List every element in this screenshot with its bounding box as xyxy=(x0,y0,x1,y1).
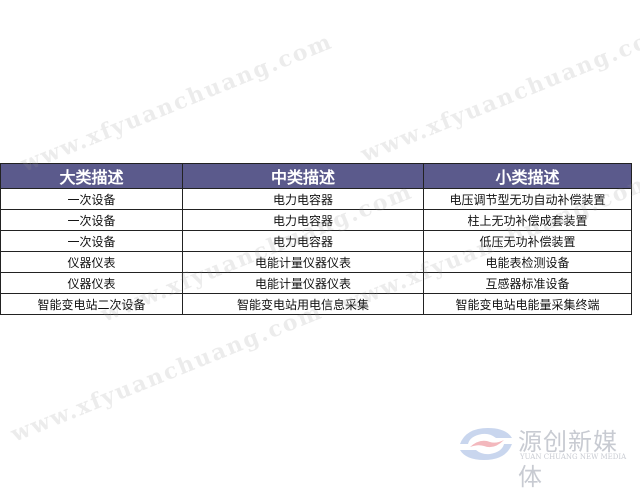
watermark: www.xfyuanchuang.com xyxy=(357,18,640,168)
header-middle-category: 中类描述 xyxy=(182,163,424,189)
header-minor-category: 小类描述 xyxy=(423,163,632,189)
watermark: www.xfyuanchuang.com xyxy=(7,298,327,448)
table-row: 一次设备 电力电容器 电压调节型无功自动补偿装置 xyxy=(0,188,632,210)
cell: 低压无功补偿装置 xyxy=(423,230,632,252)
cell: 一次设备 xyxy=(0,230,183,252)
cell: 柱上无功补偿成套装置 xyxy=(423,209,632,231)
cell: 电力电容器 xyxy=(182,209,424,231)
cell: 电能表检测设备 xyxy=(423,251,632,273)
cell: 电能计量仪器仪表 xyxy=(182,272,424,294)
watermark: www.xfyuanchuang.com xyxy=(17,28,337,178)
table-row: 仪器仪表 电能计量仪器仪表 电能表检测设备 xyxy=(0,251,632,273)
logo-english-text: YUAN CHUANG NEW MEDIA xyxy=(520,453,627,461)
cell: 电力电容器 xyxy=(182,188,424,210)
category-table: 大类描述 中类描述 小类描述 一次设备 电力电容器 电压调节型无功自动补偿装置 一次… xyxy=(0,163,632,315)
logo-chinese-text: 源创新媒体 xyxy=(518,428,618,491)
cell: 电力电容器 xyxy=(182,230,424,252)
table-row: 仪器仪表 电能计量仪器仪表 互感器标准设备 xyxy=(0,272,632,294)
cell: 互感器标准设备 xyxy=(423,272,632,294)
cell: 仪器仪表 xyxy=(0,272,183,294)
logo-emblem-icon xyxy=(460,428,512,460)
cell: 智能变电站电能量采集终端 xyxy=(423,293,632,315)
header-major-category: 大类描述 xyxy=(0,163,183,189)
cell: 电能计量仪器仪表 xyxy=(182,251,424,273)
table-header-row: 大类描述 中类描述 小类描述 xyxy=(0,163,632,189)
cell: 一次设备 xyxy=(0,188,183,210)
table-row: 智能变电站二次设备 智能变电站用电信息采集 智能变电站电能量采集终端 xyxy=(0,293,632,315)
table-row: 一次设备 电力电容器 低压无功补偿装置 xyxy=(0,230,632,252)
cell: 仪器仪表 xyxy=(0,251,183,273)
cell: 一次设备 xyxy=(0,209,183,231)
table-row: 一次设备 电力电容器 柱上无功补偿成套装置 xyxy=(0,209,632,231)
brand-logo: 源创新媒体 YUAN CHUANG NEW MEDIA xyxy=(456,420,636,491)
cell: 电压调节型无功自动补偿装置 xyxy=(423,188,632,210)
cell: 智能变电站用电信息采集 xyxy=(182,293,424,315)
cell: 智能变电站二次设备 xyxy=(0,293,183,315)
